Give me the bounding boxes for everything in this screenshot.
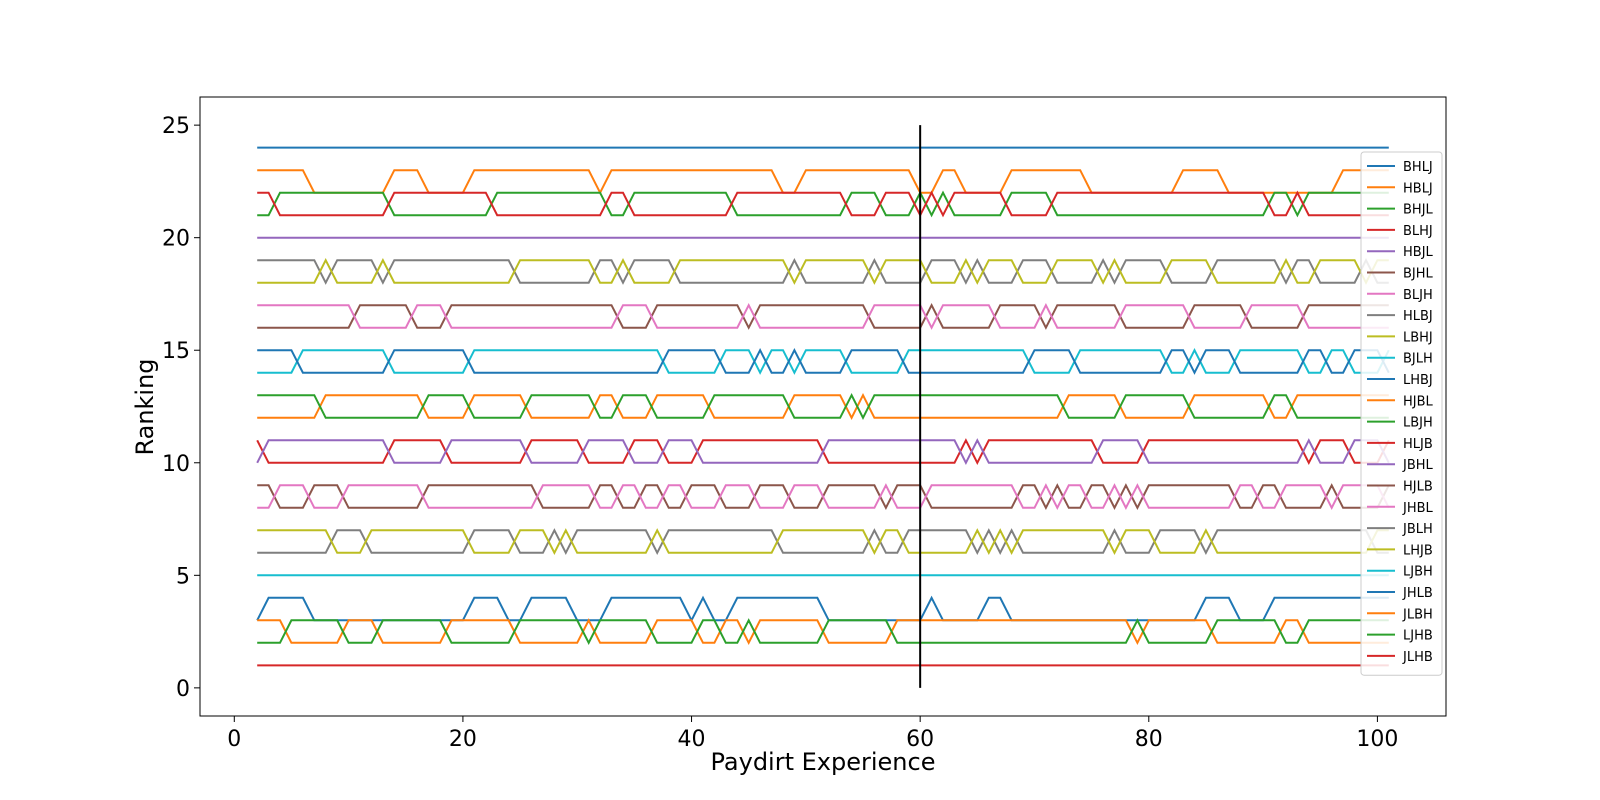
series-line-JBHL — [256, 438, 1390, 466]
legend-label-BJHL: BJHL — [1403, 267, 1434, 282]
x-tick-label: 40 — [678, 727, 706, 752]
series-line-BLJH — [257, 302, 1389, 330]
series-lines — [256, 146, 1390, 667]
legend-label-HLBJ: HLBJ — [1403, 309, 1433, 324]
legend-label-BHLJ: BHLJ — [1403, 160, 1433, 175]
x-axis-ticks: 0 20 40 60 80 100 — [227, 716, 1398, 752]
legend-label-BJLH: BJLH — [1403, 352, 1433, 367]
series-line-HJBL — [257, 392, 1389, 421]
series-line-LJHB — [257, 618, 1389, 646]
legend-label-HBJL: HBJL — [1403, 245, 1434, 260]
legend-label-BLJH: BLJH — [1403, 288, 1433, 303]
series-line-JHLB — [256, 595, 1389, 623]
legend-label-JHBL: JHBL — [1402, 501, 1434, 516]
legend-label-LBJH: LBJH — [1403, 416, 1433, 431]
series-line-LHBJ — [257, 347, 1390, 375]
legend-label-JBHL: JBHL — [1402, 458, 1434, 473]
y-axis-label: Ranking — [131, 358, 159, 455]
y-tick-label: 15 — [162, 339, 190, 364]
y-axis-ticks: 0 5 10 15 20 25 — [162, 114, 200, 702]
legend-box — [1360, 151, 1443, 676]
plot-frame — [199, 96, 1447, 717]
legend-label-HBLJ: HBLJ — [1403, 181, 1433, 196]
series-line-LHJB — [257, 528, 1389, 556]
legend-label-HJLB: HJLB — [1403, 480, 1433, 495]
series-line-LBHJ — [257, 257, 1389, 285]
legend-label-HLJB: HLJB — [1403, 437, 1433, 452]
legend-label-BLHJ: BLHJ — [1403, 224, 1433, 239]
y-tick-label: 10 — [162, 452, 190, 477]
x-tick-label: 100 — [1356, 727, 1398, 752]
x-axis-label: Paydirt Experience — [711, 748, 936, 776]
series-line-JHBL — [257, 483, 1390, 511]
legend-label-LJHB: LJHB — [1403, 629, 1433, 644]
y-tick-label: 5 — [176, 564, 190, 589]
legend-label-BHJL: BHJL — [1403, 203, 1434, 218]
series-line-BLHJ — [257, 190, 1389, 218]
legend: BHLJ HBLJ BHJL BLHJ HBJL BJHL BLJH HLBJ LBHJ BJLH… — [1360, 151, 1443, 676]
x-tick-label: 80 — [1135, 727, 1163, 752]
legend-label-LBHJ: LBHJ — [1403, 330, 1433, 345]
legend-label-JLHB: JLHB — [1402, 650, 1433, 665]
series-line-BHJL — [257, 190, 1389, 218]
y-tick-label: 0 — [176, 677, 190, 702]
x-tick-label: 0 — [227, 727, 241, 752]
legend-label-HJBL: HJBL — [1403, 394, 1434, 409]
legend-label-LHJB: LHJB — [1403, 543, 1433, 558]
legend-label-LHBJ: LHBJ — [1403, 373, 1433, 388]
legend-label-JHLB: JHLB — [1402, 586, 1433, 601]
x-tick-label: 20 — [449, 727, 477, 752]
legend-label-LJBH: LJBH — [1403, 565, 1433, 580]
legend-label-JLBH: JLBH — [1402, 607, 1433, 622]
x-tick-label: 60 — [906, 727, 934, 752]
legend-label-JBLH: JBLH — [1402, 522, 1433, 537]
y-tick-label: 25 — [162, 114, 190, 139]
series-line-HLBJ — [257, 257, 1389, 285]
series-line-LBJH — [257, 392, 1389, 421]
y-tick-label: 20 — [162, 227, 190, 252]
